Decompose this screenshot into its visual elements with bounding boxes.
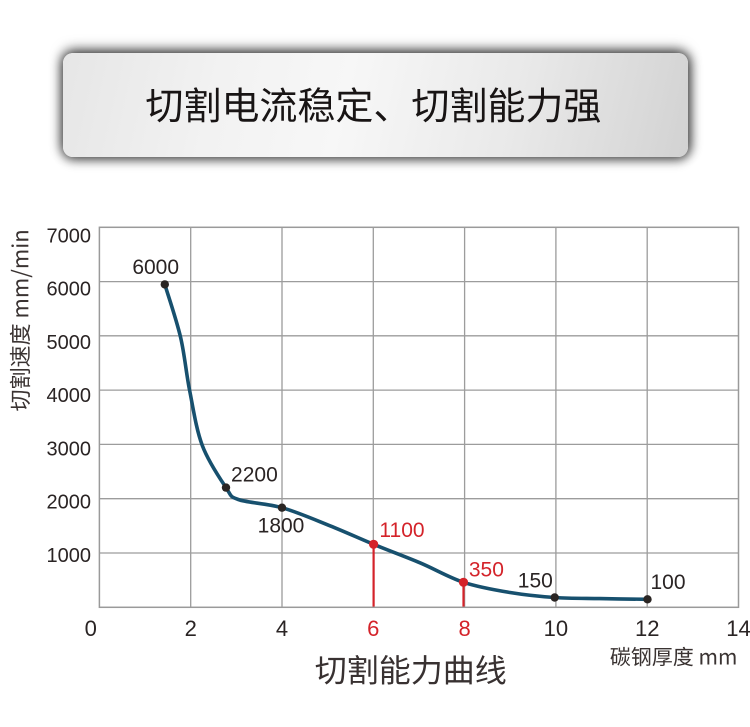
- svg-text:2: 2: [185, 616, 197, 641]
- svg-text:1100: 1100: [379, 519, 424, 542]
- svg-text:12: 12: [635, 616, 659, 641]
- svg-text:14: 14: [726, 616, 750, 641]
- svg-text:2000: 2000: [47, 492, 92, 514]
- svg-text:1800: 1800: [258, 515, 305, 538]
- svg-text:6000: 6000: [132, 256, 179, 279]
- svg-text:10: 10: [544, 616, 568, 641]
- svg-text:2200: 2200: [231, 464, 278, 487]
- svg-text:3000: 3000: [47, 438, 92, 460]
- svg-text:150: 150: [518, 570, 553, 593]
- svg-text:6000: 6000: [47, 279, 92, 301]
- svg-text:350: 350: [469, 559, 504, 582]
- svg-text:100: 100: [650, 571, 685, 594]
- svg-text:4: 4: [276, 616, 288, 641]
- svg-text:4000: 4000: [47, 385, 92, 407]
- svg-text:0: 0: [85, 616, 97, 641]
- svg-text:5000: 5000: [47, 332, 92, 354]
- svg-text:1000: 1000: [47, 545, 92, 567]
- svg-text:6: 6: [367, 616, 379, 641]
- svg-text:8: 8: [458, 616, 470, 641]
- svg-text:7000: 7000: [47, 225, 92, 247]
